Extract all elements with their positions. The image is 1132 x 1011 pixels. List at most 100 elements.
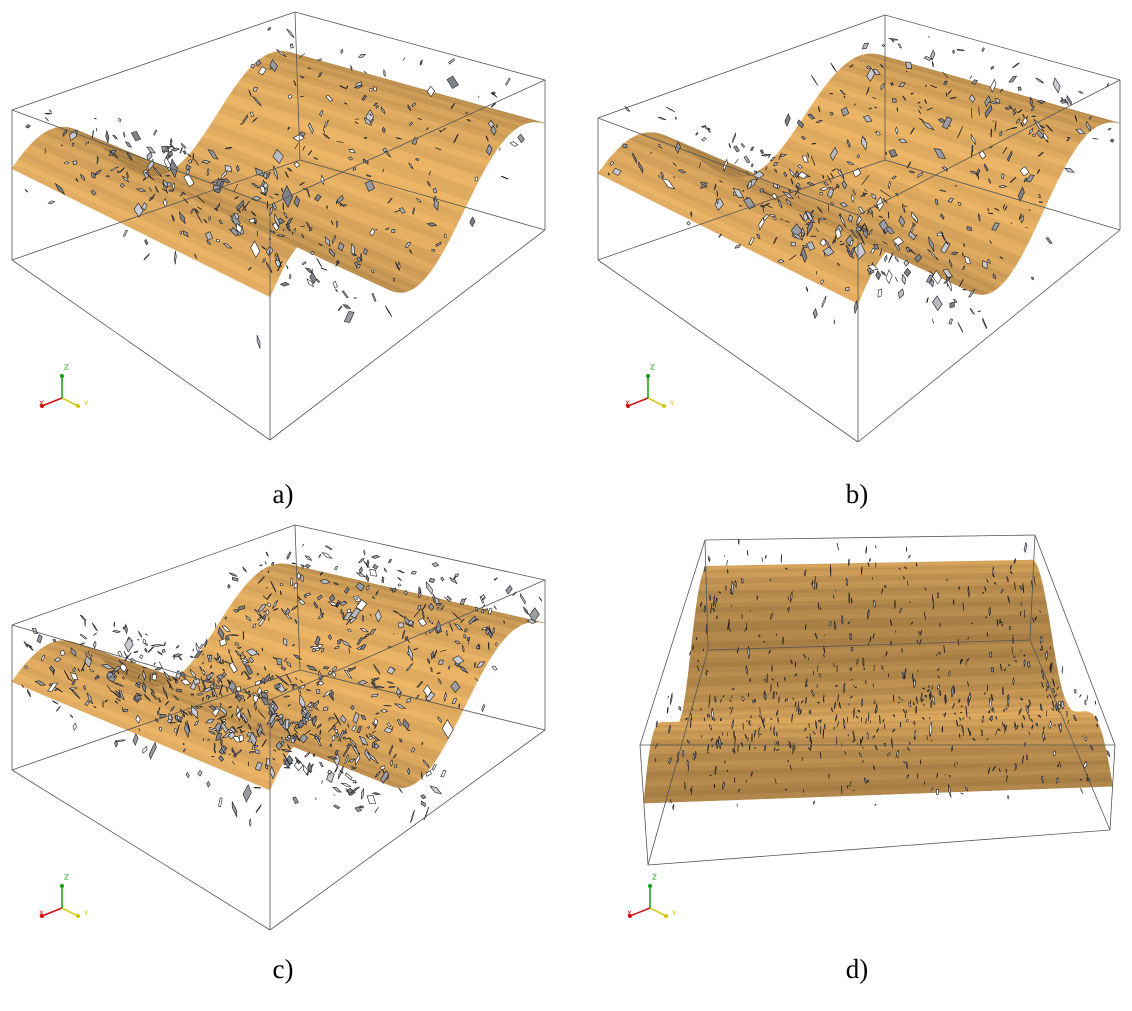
fracture bbox=[819, 718, 822, 724]
fracture bbox=[745, 665, 748, 675]
fracture bbox=[269, 59, 278, 72]
fracture bbox=[699, 601, 703, 608]
fracture bbox=[398, 207, 406, 214]
fracture bbox=[287, 744, 291, 750]
fracture bbox=[415, 694, 420, 700]
fracture bbox=[199, 643, 204, 650]
fracture bbox=[167, 150, 173, 158]
fracture bbox=[265, 763, 269, 770]
fracture bbox=[898, 82, 906, 87]
fracture bbox=[156, 710, 160, 716]
fracture bbox=[968, 716, 971, 720]
fracture bbox=[158, 726, 163, 732]
fracture bbox=[302, 543, 305, 547]
fracture bbox=[1033, 119, 1045, 132]
fracture bbox=[248, 751, 256, 754]
fracture bbox=[649, 152, 653, 154]
fracture bbox=[319, 571, 323, 576]
fracture bbox=[769, 213, 776, 218]
fracture bbox=[684, 781, 686, 790]
fracture bbox=[212, 705, 220, 718]
fracture bbox=[834, 714, 838, 722]
fracture bbox=[481, 626, 488, 631]
fracture bbox=[696, 659, 700, 663]
fracture bbox=[363, 70, 367, 74]
box-edge bbox=[884, 159, 1121, 231]
fracture bbox=[961, 724, 964, 734]
fracture bbox=[729, 627, 731, 633]
fracture bbox=[993, 710, 995, 713]
fracture bbox=[1034, 616, 1037, 622]
fracture bbox=[300, 225, 305, 227]
fracture bbox=[152, 166, 163, 178]
fracture bbox=[169, 706, 175, 712]
fracture bbox=[887, 752, 891, 757]
fracture bbox=[784, 220, 791, 223]
fracture bbox=[83, 685, 87, 690]
fracture bbox=[992, 273, 997, 280]
fracture bbox=[340, 608, 343, 615]
fracture bbox=[407, 650, 410, 656]
fracture bbox=[1074, 689, 1077, 694]
fracture bbox=[189, 655, 194, 659]
fracture bbox=[1017, 86, 1022, 91]
fracture bbox=[178, 211, 186, 225]
fracture bbox=[922, 716, 925, 721]
fracture bbox=[806, 218, 813, 236]
fracture bbox=[219, 702, 222, 706]
fracture bbox=[1090, 744, 1094, 752]
fracture bbox=[112, 666, 122, 672]
fracture bbox=[218, 726, 222, 732]
fracture bbox=[1022, 116, 1028, 126]
fracture bbox=[1002, 146, 1008, 154]
fracture bbox=[904, 712, 907, 719]
fracture bbox=[855, 715, 859, 720]
fracture bbox=[303, 764, 309, 777]
fracture bbox=[864, 188, 868, 192]
fracture bbox=[928, 236, 935, 252]
fracture bbox=[694, 750, 697, 759]
fracture bbox=[962, 265, 966, 270]
fracture bbox=[337, 739, 342, 742]
fracture bbox=[168, 189, 175, 192]
fracture bbox=[276, 49, 287, 58]
fracture bbox=[247, 761, 250, 767]
axis-arrow bbox=[647, 397, 665, 407]
fracture bbox=[829, 620, 832, 627]
fracture bbox=[756, 594, 758, 602]
fracture bbox=[836, 542, 839, 551]
fracture bbox=[307, 67, 312, 69]
axis-label: X bbox=[627, 910, 632, 918]
fracture bbox=[801, 699, 804, 705]
fracture bbox=[301, 261, 307, 266]
fracture bbox=[309, 271, 317, 285]
fracture bbox=[775, 748, 780, 751]
fracture bbox=[224, 147, 233, 150]
box-edge bbox=[647, 649, 709, 866]
fracture bbox=[262, 614, 267, 621]
fracture bbox=[407, 104, 411, 112]
fracture bbox=[452, 612, 462, 621]
box-edge bbox=[269, 229, 546, 441]
fracture bbox=[326, 756, 339, 760]
fracture bbox=[927, 689, 930, 693]
fracture bbox=[109, 166, 120, 171]
fracture bbox=[151, 193, 156, 201]
fracture bbox=[738, 205, 743, 207]
fracture bbox=[393, 610, 399, 614]
fracture bbox=[337, 765, 344, 780]
fracture bbox=[80, 173, 86, 181]
fracture bbox=[447, 665, 451, 670]
fracture bbox=[205, 231, 214, 241]
fracture bbox=[220, 742, 226, 755]
fracture bbox=[172, 677, 178, 681]
fracture bbox=[453, 623, 464, 631]
fracture bbox=[914, 720, 916, 726]
fracture bbox=[1000, 588, 1004, 594]
fracture bbox=[1002, 686, 1005, 696]
fracture bbox=[660, 171, 665, 179]
fracture bbox=[1048, 720, 1052, 730]
fracture bbox=[344, 586, 350, 595]
fracture bbox=[909, 741, 911, 746]
box-edge bbox=[1109, 744, 1116, 831]
